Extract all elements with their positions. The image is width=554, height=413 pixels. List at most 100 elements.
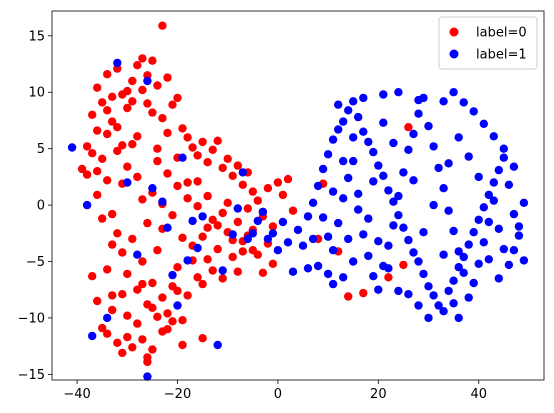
- data-point-series-1-90: [374, 285, 383, 294]
- data-point-series-1-23: [243, 234, 252, 244]
- data-point-series-1-1: [82, 200, 92, 210]
- data-point-series-0-158: [399, 260, 408, 270]
- data-point-series-1-97: [409, 129, 418, 139]
- plot-frame: [51, 10, 545, 381]
- data-point-series-1-27: [263, 234, 273, 244]
- data-point-series-0-126: [203, 191, 212, 201]
- data-point-series-0-118: [163, 169, 172, 178]
- data-point-series-0-36: [253, 196, 262, 205]
- data-point-series-0-80: [88, 272, 97, 281]
- data-point-series-1-50: [374, 161, 383, 170]
- data-point-series-1-78: [514, 231, 524, 240]
- data-point-series-1-3: [103, 313, 112, 323]
- data-point-series-0-124: [193, 177, 202, 186]
- data-point-series-0-111: [128, 140, 137, 149]
- data-point-series-1-31: [283, 238, 293, 247]
- data-point-series-1-128: [469, 107, 478, 116]
- data-point-series-0-46: [103, 176, 112, 185]
- data-point-series-0-35: [248, 187, 257, 196]
- data-point-series-1-15: [188, 216, 197, 226]
- data-point-series-0-154: [344, 292, 353, 301]
- data-point-series-1-59: [419, 269, 428, 279]
- data-point-series-0-138: [153, 144, 162, 153]
- data-point-series-1-102: [434, 163, 443, 173]
- data-point-series-0-97: [173, 286, 182, 296]
- data-point-series-1-77: [509, 209, 519, 219]
- data-point-series-0-108: [113, 146, 122, 156]
- legend-marker: [449, 49, 459, 59]
- data-point-series-1-122: [379, 90, 388, 99]
- data-point-series-1-85: [349, 156, 358, 166]
- data-point-series-0-42: [283, 174, 293, 184]
- data-point-series-1-129: [479, 119, 488, 128]
- data-point-series-0-49: [118, 248, 127, 257]
- data-point-series-1-62: [434, 301, 443, 310]
- data-point-series-1-163: [318, 213, 328, 222]
- data-point-series-1-25: [253, 216, 262, 226]
- data-point-series-0-74: [243, 204, 252, 213]
- data-point-series-0-41: [278, 190, 288, 200]
- data-point-series-0-93: [153, 312, 162, 321]
- data-point-series-1-131: [499, 144, 508, 153]
- data-point-series-1-81: [328, 246, 338, 255]
- data-point-series-1-139: [454, 313, 463, 323]
- data-point-series-1-103: [439, 184, 448, 193]
- data-point-series-1-35: [298, 241, 308, 250]
- data-point-series-0-128: [213, 221, 222, 230]
- data-point-series-0-32: [233, 161, 242, 170]
- data-point-series-0-133: [238, 247, 247, 256]
- data-point-series-0-107: [108, 92, 117, 102]
- data-point-series-0-28: [213, 136, 222, 145]
- data-point-series-0-104: [82, 170, 92, 179]
- data-point-series-0-5: [98, 98, 107, 107]
- data-point-series-1-33: [143, 372, 152, 381]
- y-tick-label: −10: [18, 311, 45, 326]
- data-point-series-0-22: [183, 133, 192, 142]
- data-point-series-0-23: [188, 143, 197, 152]
- data-point-series-1-39: [318, 164, 328, 174]
- data-point-series-1-14: [183, 256, 192, 265]
- data-point-series-1-93: [389, 221, 398, 230]
- data-point-series-1-5: [123, 178, 132, 187]
- data-point-series-0-105: [88, 149, 97, 158]
- data-point-series-0-81: [93, 296, 102, 306]
- x-tick-label: −40: [63, 387, 90, 402]
- data-point-series-0-24: [193, 151, 202, 160]
- data-point-series-1-41: [328, 135, 338, 144]
- data-point-series-0-98: [143, 357, 152, 367]
- data-point-series-1-164: [308, 234, 318, 244]
- data-point-series-1-141: [354, 189, 363, 198]
- data-point-series-0-13: [138, 85, 147, 95]
- data-point-series-1-159: [379, 118, 388, 127]
- data-point-series-1-118: [514, 222, 524, 231]
- data-point-series-1-36: [303, 212, 313, 221]
- data-point-series-1-127: [459, 98, 468, 107]
- data-point-series-1-69: [469, 228, 478, 237]
- data-point-series-1-110: [474, 259, 483, 268]
- series-label=0: [77, 21, 413, 367]
- data-point-series-0-31: [228, 171, 237, 180]
- data-point-series-1-161: [339, 156, 348, 166]
- data-point-series-0-151: [118, 141, 127, 150]
- data-point-series-1-147: [369, 177, 378, 186]
- data-point-series-1-108: [464, 293, 473, 302]
- data-point-series-1-114: [494, 224, 503, 233]
- data-point-series-1-4: [113, 58, 122, 68]
- data-point-series-0-110: [123, 162, 132, 171]
- data-point-series-1-68: [464, 240, 473, 249]
- data-point-series-1-52: [384, 186, 393, 195]
- data-point-series-1-138: [424, 313, 433, 323]
- data-point-series-0-69: [218, 208, 227, 218]
- data-point-series-0-50: [123, 269, 132, 279]
- data-point-series-0-40: [273, 178, 283, 187]
- data-point-series-0-127: [208, 266, 217, 275]
- data-point-series-0-7: [108, 117, 117, 126]
- data-point-series-0-90: [138, 335, 147, 344]
- data-point-series-1-146: [344, 234, 353, 244]
- data-point-series-0-165: [123, 311, 132, 320]
- data-point-series-0-27: [208, 145, 217, 154]
- data-point-series-0-160: [258, 268, 268, 277]
- data-point-series-0-15: [148, 108, 157, 117]
- data-point-series-0-79: [268, 259, 278, 268]
- data-point-series-0-149: [138, 54, 147, 63]
